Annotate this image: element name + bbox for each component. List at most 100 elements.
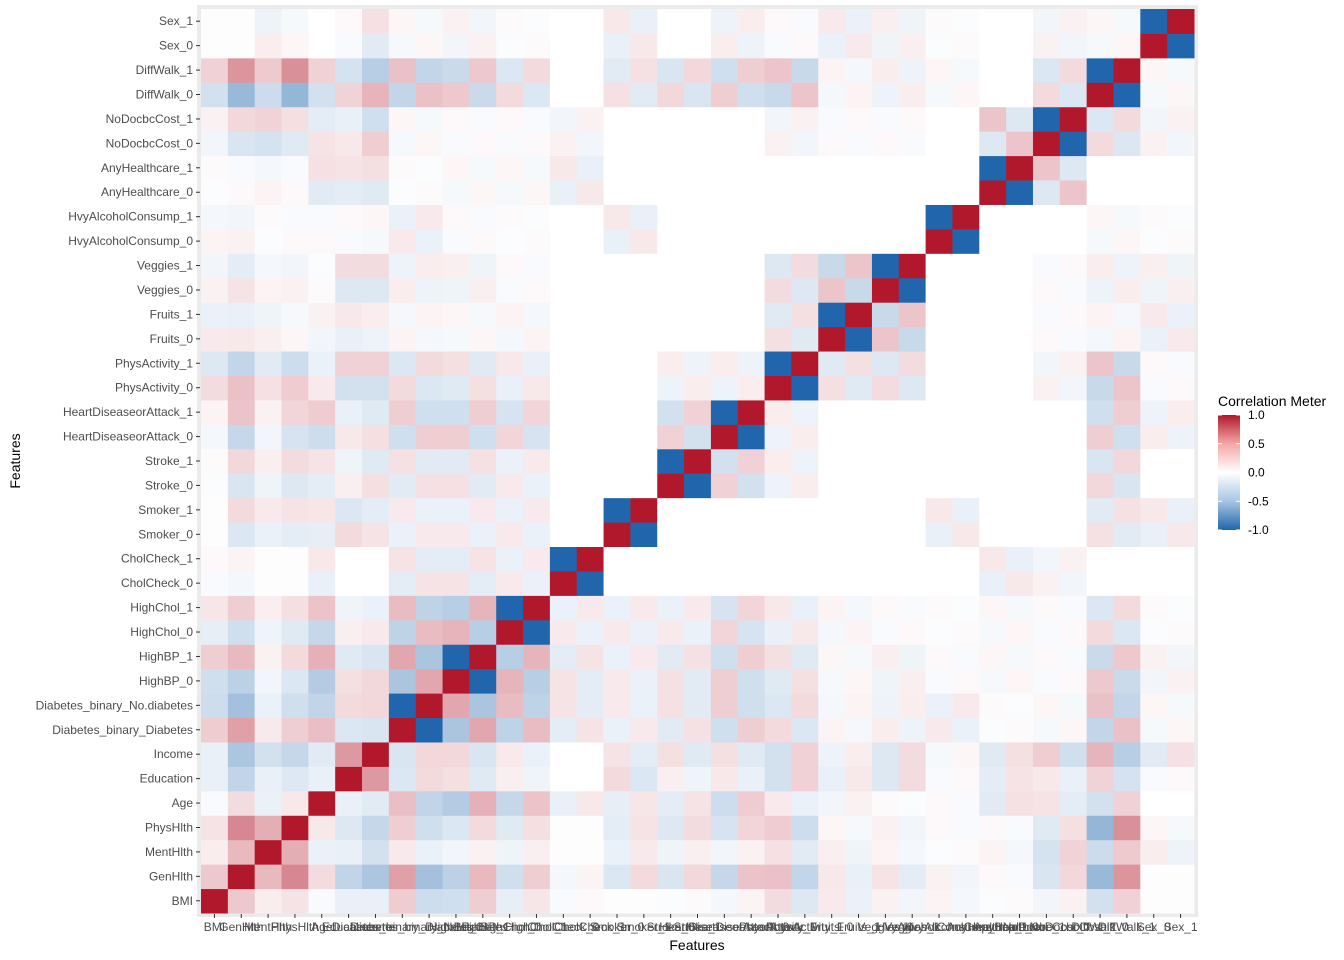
heatmap-cell xyxy=(576,375,605,401)
heatmap-cell xyxy=(818,668,846,694)
heatmap-cell xyxy=(227,375,256,401)
heatmap-cell xyxy=(442,595,470,621)
heatmap-cell xyxy=(201,644,229,670)
heatmap-cell xyxy=(1140,204,1168,230)
heatmap-cell xyxy=(1059,839,1088,865)
heatmap-cell xyxy=(1032,399,1061,425)
heatmap-cell xyxy=(362,497,390,523)
heatmap-cell xyxy=(388,131,417,157)
heatmap-cell xyxy=(523,253,551,279)
heatmap-cell xyxy=(442,693,470,719)
heatmap-cell xyxy=(201,375,229,401)
heatmap-cell xyxy=(657,522,685,548)
heatmap-cell xyxy=(871,522,900,548)
heatmap-cell xyxy=(871,790,900,816)
heatmap-cell xyxy=(684,131,712,157)
heatmap-cell xyxy=(1006,448,1034,474)
heatmap-cell xyxy=(308,570,336,596)
heatmap-cell xyxy=(576,522,605,548)
heatmap-cell xyxy=(630,302,658,328)
heatmap-cell xyxy=(388,424,417,450)
heatmap-cell xyxy=(549,888,578,914)
heatmap-cell xyxy=(1059,399,1088,425)
heatmap-cell xyxy=(791,106,819,132)
heatmap-cell xyxy=(415,448,444,474)
heatmap-cell xyxy=(442,839,470,865)
heatmap-cell xyxy=(603,473,631,499)
heatmap-cell xyxy=(1032,570,1061,596)
heatmap-cell xyxy=(898,570,927,596)
heatmap-cell xyxy=(1167,228,1195,254)
heatmap-cell xyxy=(335,570,363,596)
heatmap-cell xyxy=(549,619,578,645)
heatmap-cell xyxy=(871,668,900,694)
heatmap-cell xyxy=(415,766,444,792)
heatmap-cell xyxy=(576,766,605,792)
heatmap-cell xyxy=(979,155,1007,181)
heatmap-cell xyxy=(308,106,336,132)
heatmap-cell xyxy=(496,497,524,523)
heatmap-cell xyxy=(469,204,497,230)
heatmap-cell xyxy=(1032,424,1061,450)
heatmap-cell xyxy=(549,302,578,328)
heatmap-cell xyxy=(1113,57,1141,83)
heatmap-cell xyxy=(1140,253,1168,279)
y-tick-label: Diabetes_binary_Diabetes xyxy=(52,723,193,737)
heatmap-cell xyxy=(925,839,953,865)
heatmap-cell xyxy=(791,277,819,303)
heatmap-cell xyxy=(898,131,927,157)
heatmap-cell xyxy=(871,619,900,645)
heatmap-cell xyxy=(764,57,792,83)
heatmap-cell xyxy=(254,253,283,279)
heatmap-cell xyxy=(791,351,819,376)
heatmap-cell xyxy=(898,839,927,865)
heatmap-cell xyxy=(576,619,605,645)
heatmap-cell xyxy=(603,864,631,890)
heatmap-cell xyxy=(523,717,551,743)
heatmap-cell xyxy=(1059,82,1088,108)
heatmap-cell xyxy=(254,693,283,719)
heatmap-cell xyxy=(201,546,229,572)
heatmap-cell xyxy=(523,57,551,83)
heatmap-cell xyxy=(845,619,873,645)
heatmap-cell xyxy=(576,131,605,157)
heatmap-cell xyxy=(764,864,792,890)
heatmap-cell xyxy=(388,351,417,376)
heatmap-cell xyxy=(871,570,900,596)
heatmap-cell xyxy=(442,326,470,352)
heatmap-cell xyxy=(415,82,444,108)
heatmap-cell xyxy=(791,790,819,816)
heatmap-cell xyxy=(523,9,551,34)
heatmap-cell xyxy=(469,180,497,205)
heatmap-cell xyxy=(335,644,363,670)
heatmap-cell xyxy=(684,399,712,425)
heatmap-cell xyxy=(1113,375,1141,401)
heatmap-cell xyxy=(1059,473,1088,499)
heatmap-cell xyxy=(1167,619,1195,645)
heatmap-cell xyxy=(1167,375,1195,401)
heatmap-cell xyxy=(335,766,363,792)
heatmap-cell xyxy=(818,106,846,132)
heatmap-cell xyxy=(603,644,631,670)
heatmap-cell xyxy=(630,155,658,181)
heatmap-cell xyxy=(254,546,283,572)
heatmap-cell xyxy=(201,717,229,743)
heatmap-cell xyxy=(576,473,605,499)
heatmap-cell xyxy=(603,57,631,83)
heatmap-cell xyxy=(388,717,417,743)
heatmap-cell xyxy=(925,253,953,279)
heatmap-cell xyxy=(710,155,739,181)
heatmap-cell xyxy=(630,351,658,376)
heatmap-cell xyxy=(737,106,766,132)
heatmap-cell xyxy=(496,766,524,792)
heatmap-cell xyxy=(657,33,685,59)
heatmap-cell xyxy=(576,302,605,328)
heatmap-cell xyxy=(523,375,551,401)
heatmap-cell xyxy=(469,546,497,572)
x-tick-label: Diabetes_binary_No.diabetes xyxy=(350,920,507,934)
heatmap-cell xyxy=(281,888,309,914)
heatmap-cell xyxy=(898,448,927,474)
heatmap-cell xyxy=(630,570,658,596)
heatmap-cell xyxy=(442,180,470,205)
x-tick-label: CholCheck_1 xyxy=(554,920,626,934)
